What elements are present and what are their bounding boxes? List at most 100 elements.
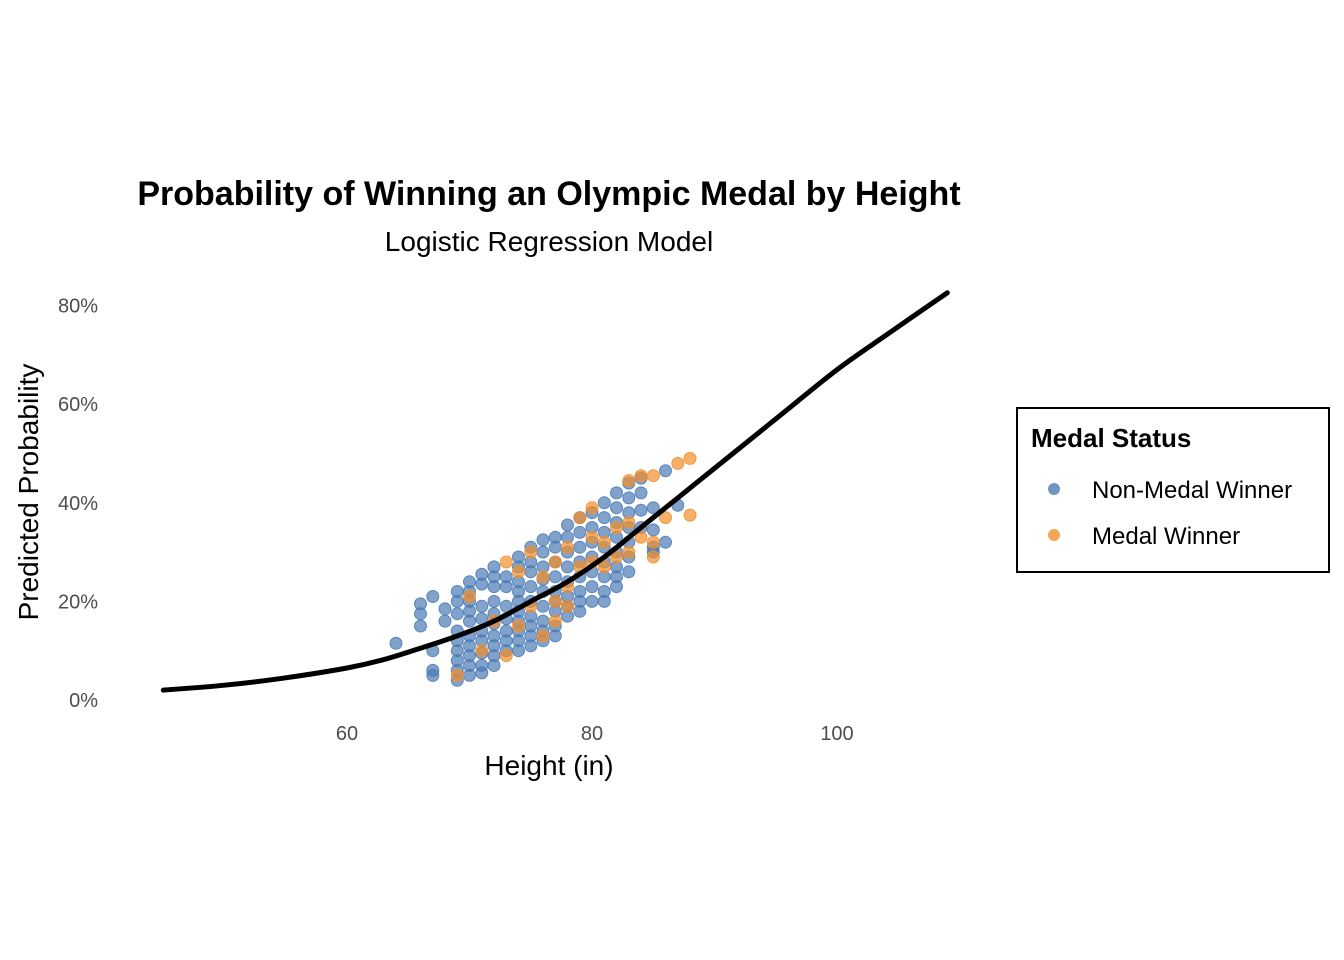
point-non-medal-winner [426, 590, 440, 603]
point-non-medal-winner [487, 580, 501, 594]
y-axis-title: Predicted Probability [13, 364, 44, 621]
point-non-medal-winner [414, 607, 427, 621]
point-non-medal-winner [622, 565, 636, 579]
point-non-medal-winner [561, 518, 574, 532]
point-medal-winner [512, 619, 525, 633]
point-medal-winner [536, 570, 550, 584]
legend: Medal Status Non-Medal Winner Medal Winn… [1016, 407, 1330, 573]
point-non-medal-winner [438, 602, 452, 616]
point-non-medal-winner [573, 525, 587, 539]
point-non-medal-winner [561, 560, 574, 574]
y-tick-label: 80% [58, 296, 98, 318]
y-axis: 0% 20% 40% 60% 80% [58, 296, 98, 712]
x-tick-label: 60 [336, 723, 358, 745]
point-medal-winner [659, 511, 672, 525]
point-medal-winner [475, 644, 489, 658]
point-non-medal-winner [463, 668, 476, 682]
point-non-medal-winner [475, 577, 489, 591]
point-non-medal-winner [548, 629, 562, 643]
point-non-medal-winner [585, 594, 599, 608]
y-tick-label: 60% [58, 394, 98, 416]
point-non-medal-winner [646, 501, 660, 515]
point-medal-winner [548, 555, 562, 569]
point-medal-winner [561, 540, 574, 554]
point-medal-winner [610, 550, 623, 564]
point-non-medal-winner [622, 491, 636, 505]
point-medal-winner [622, 545, 636, 559]
point-non-medal-winner [499, 580, 513, 594]
point-non-medal-winner [389, 636, 403, 650]
point-medal-winner [683, 508, 697, 522]
legend-title: Medal Status [1031, 423, 1191, 453]
point-medal-winner [597, 560, 611, 574]
point-medal-winner [683, 451, 697, 465]
point-non-medal-winner [548, 540, 562, 554]
point-non-medal-winner [610, 580, 623, 594]
x-tick-label: 80 [581, 723, 603, 745]
point-non-medal-winner [573, 604, 587, 618]
legend-key-non-medal-winner [1048, 483, 1060, 495]
point-medal-winner [463, 590, 476, 603]
point-medal-winner [512, 565, 525, 579]
point-medal-winner [646, 550, 660, 564]
x-tick-label: 100 [820, 723, 853, 745]
x-axis-title: Height (in) [484, 750, 613, 781]
point-non-medal-winner [450, 594, 464, 608]
legend-label-non-medal-winner: Non-Medal Winner [1092, 477, 1292, 504]
legend-key-medal-winner [1048, 529, 1060, 541]
x-axis: 60 80 100 [336, 723, 854, 745]
y-tick-label: 20% [58, 591, 98, 613]
point-medal-winner [622, 516, 636, 529]
point-medal-winner [499, 555, 513, 569]
point-non-medal-winner [646, 523, 660, 537]
point-medal-winner [536, 629, 550, 643]
point-non-medal-winner [524, 580, 538, 594]
point-non-medal-winner [659, 535, 672, 549]
point-medal-winner [634, 530, 648, 544]
y-tick-label: 0% [69, 690, 98, 712]
point-medal-winner [548, 614, 562, 628]
point-non-medal-winner [634, 503, 648, 517]
point-non-medal-winner [487, 594, 501, 608]
point-non-medal-winner [487, 659, 501, 672]
point-medal-winner [450, 668, 464, 682]
point-medal-winner [646, 535, 660, 549]
point-non-medal-winner [659, 464, 672, 478]
point-non-medal-winner [536, 545, 550, 559]
point-medal-winner [499, 649, 513, 663]
y-tick-label: 40% [58, 493, 98, 515]
legend-box [1016, 407, 1330, 573]
point-non-medal-winner [610, 486, 623, 500]
point-medal-winner [610, 521, 623, 534]
point-non-medal-winner [524, 639, 538, 653]
point-non-medal-winner [512, 644, 525, 658]
point-non-medal-winner [597, 496, 611, 510]
point-medal-winner [561, 599, 574, 613]
point-non-medal-winner [610, 501, 623, 515]
point-medal-winner [622, 474, 636, 488]
point-medal-winner [573, 511, 587, 525]
point-medal-winner [671, 456, 685, 470]
point-medal-winner [524, 545, 538, 559]
point-non-medal-winner [426, 668, 440, 682]
point-non-medal-winner [438, 614, 452, 628]
point-non-medal-winner [585, 580, 599, 594]
point-non-medal-winner [524, 565, 538, 579]
point-non-medal-winner [548, 570, 562, 584]
chart-title: Probability of Winning an Olympic Medal … [137, 175, 960, 213]
point-non-medal-winner [414, 619, 427, 633]
point-medal-winner [634, 469, 648, 483]
point-non-medal-winner [475, 666, 489, 680]
point-non-medal-winner [597, 511, 611, 525]
point-non-medal-winner [597, 594, 611, 608]
legend-label-medal-winner: Medal Winner [1092, 523, 1240, 550]
point-medal-winner [597, 535, 611, 549]
point-non-medal-winner [463, 614, 476, 628]
chart-subtitle: Logistic Regression Model [385, 226, 713, 257]
point-non-medal-winner [475, 599, 489, 613]
point-non-medal-winner [536, 533, 550, 547]
point-medal-winner [646, 469, 660, 483]
point-non-medal-winner [450, 607, 464, 621]
point-non-medal-winner [573, 540, 587, 554]
